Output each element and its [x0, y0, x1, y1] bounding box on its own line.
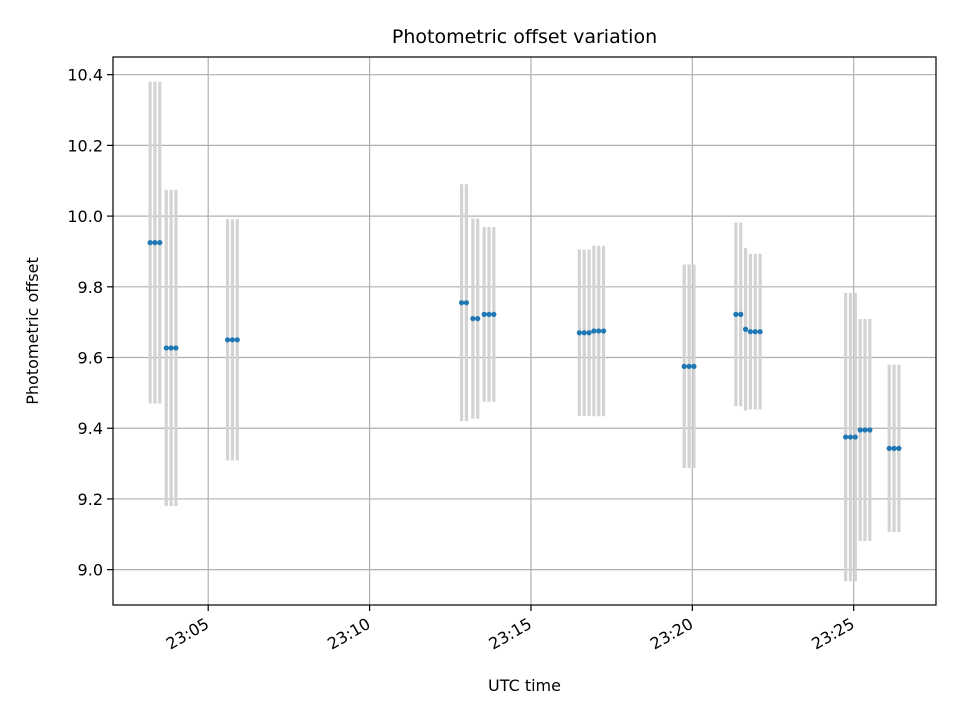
- data-point: [691, 363, 697, 369]
- data-point: [862, 427, 868, 433]
- data-point: [747, 329, 754, 335]
- data-point: [163, 345, 169, 351]
- y-tick-label: 9.4: [78, 419, 103, 438]
- data-point: [847, 434, 854, 440]
- x-axis-label: UTC time: [488, 676, 561, 695]
- data-points: [147, 240, 902, 451]
- data-point: [896, 445, 902, 451]
- data-point: [234, 337, 240, 343]
- data-point: [168, 345, 174, 351]
- data-point: [463, 300, 470, 306]
- data-point: [596, 328, 602, 334]
- data-point: [586, 330, 592, 336]
- data-point: [470, 316, 476, 322]
- data-point: [886, 445, 892, 451]
- y-tick-label: 10.2: [67, 136, 103, 155]
- data-point: [891, 445, 897, 451]
- data-point: [486, 311, 492, 317]
- data-point: [600, 328, 607, 334]
- y-tick-label: 10.4: [67, 66, 103, 85]
- data-point: [867, 427, 873, 433]
- data-point: [147, 240, 153, 246]
- data-point: [681, 363, 687, 369]
- y-tick-label: 9.2: [78, 490, 103, 509]
- data-point: [738, 311, 744, 317]
- y-tick-label: 9.0: [78, 561, 103, 580]
- data-point: [475, 316, 481, 322]
- data-point: [686, 363, 692, 369]
- data-point: [857, 427, 863, 433]
- y-tick-label: 10.0: [67, 207, 103, 226]
- data-point: [843, 434, 849, 440]
- data-point: [224, 337, 231, 343]
- grid-lines: [113, 57, 936, 605]
- data-point: [733, 311, 739, 317]
- data-point: [576, 330, 582, 336]
- data-point: [152, 240, 158, 246]
- y-axis-label: Photometric offset: [23, 257, 42, 405]
- data-point: [157, 240, 163, 246]
- data-point: [591, 328, 597, 334]
- data-point: [491, 311, 497, 317]
- data-point: [752, 329, 758, 335]
- y-tick-label: 9.6: [78, 349, 103, 368]
- data-point: [581, 330, 587, 336]
- data-point: [481, 311, 487, 317]
- chart-title: Photometric offset variation: [392, 26, 657, 48]
- data-point: [458, 300, 465, 306]
- plot-area-frame: [112, 56, 937, 606]
- data-point: [852, 434, 858, 440]
- data-point: [229, 337, 236, 343]
- y-tick-label: 9.8: [78, 278, 103, 297]
- data-point: [757, 329, 763, 335]
- data-point: [742, 326, 749, 332]
- y-axis-ticks: 9.0 9.2 9.4 9.6 9.8 10.0 10.2 10.4: [67, 66, 113, 580]
- data-point: [173, 345, 179, 351]
